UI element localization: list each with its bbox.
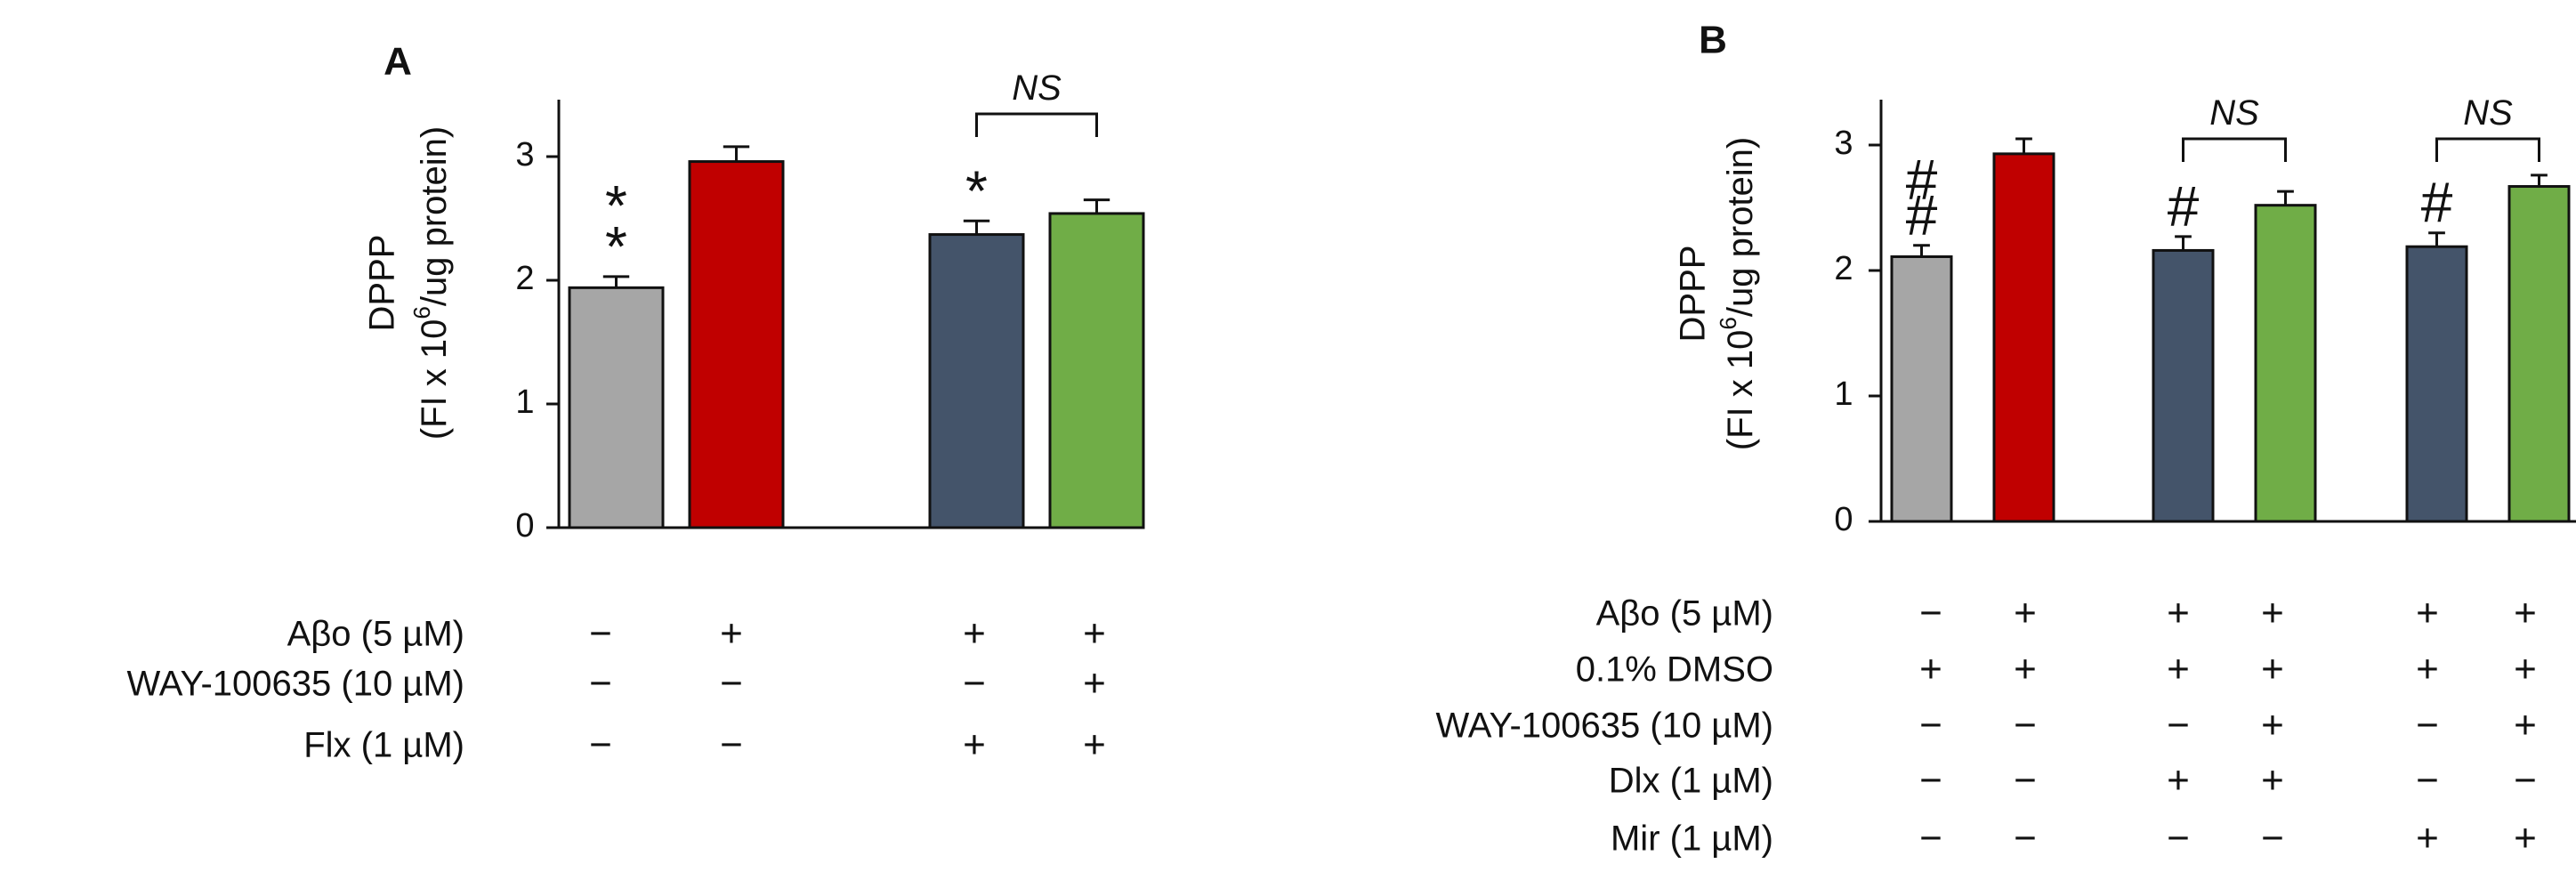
significance-mark: # xyxy=(1906,148,1938,212)
bar xyxy=(928,233,1025,529)
y-axis-label-unit-suffix: /ug protein) xyxy=(1721,137,1760,317)
bar xyxy=(1048,212,1145,529)
y-axis-label-unit-exponent: 6 xyxy=(408,306,435,319)
significance-mark: * xyxy=(605,174,627,238)
condition-sign: − xyxy=(589,723,612,767)
condition-sign: + xyxy=(2014,592,2037,635)
condition-sign: + xyxy=(2416,648,2439,691)
condition-sign: + xyxy=(2514,704,2537,747)
condition-sign: − xyxy=(1919,817,1942,860)
y-tick-label: 2 xyxy=(515,260,534,297)
condition-sign: − xyxy=(2514,759,2537,803)
condition-sign: + xyxy=(2261,759,2284,803)
ns-bracket xyxy=(2435,137,2540,162)
condition-sign: − xyxy=(589,662,612,706)
panel-label: A xyxy=(384,40,412,84)
condition-sign: − xyxy=(2014,759,2037,803)
panel-label: B xyxy=(1699,19,1727,62)
condition-sign: + xyxy=(1919,648,1942,691)
condition-sign: + xyxy=(963,723,986,767)
y-tick-label: 2 xyxy=(1834,250,1853,287)
condition-label: Aβo (5 µM) xyxy=(1596,594,1773,634)
y-tick-label: 3 xyxy=(1834,125,1853,162)
condition-sign: − xyxy=(2416,704,2439,747)
condition-sign: + xyxy=(2167,759,2190,803)
condition-sign: + xyxy=(963,612,986,656)
condition-sign: + xyxy=(2261,704,2284,747)
condition-sign: + xyxy=(2014,648,2037,691)
y-axis-label-line2: (FI x 106/ug protein) xyxy=(408,126,454,440)
y-tick-label: 1 xyxy=(1834,375,1853,413)
significance-mark: * xyxy=(605,214,627,279)
condition-sign: − xyxy=(2416,759,2439,803)
y-axis-label-unit-prefix: (FI x 10 xyxy=(1721,330,1760,451)
condition-sign: − xyxy=(2014,817,2037,860)
ns-bracket xyxy=(975,112,1098,137)
condition-sign: + xyxy=(2514,592,2537,635)
ns-label: NS xyxy=(1012,69,1062,108)
condition-sign: − xyxy=(1919,592,1942,635)
condition-sign: − xyxy=(2167,704,2190,747)
condition-sign: − xyxy=(720,662,743,706)
condition-sign: − xyxy=(589,612,612,656)
ns-label: NS xyxy=(2209,93,2259,133)
condition-sign: + xyxy=(2416,817,2439,860)
ns-label: NS xyxy=(2463,93,2513,133)
condition-sign: − xyxy=(1919,759,1942,803)
condition-label: Mir (1 µM) xyxy=(1611,819,1773,859)
condition-sign: + xyxy=(2261,648,2284,691)
significance-mark: * xyxy=(965,158,988,222)
condition-sign: − xyxy=(2261,817,2284,860)
condition-sign: + xyxy=(2261,592,2284,635)
bar xyxy=(2507,185,2571,523)
bar xyxy=(2405,245,2468,523)
condition-sign: + xyxy=(1083,723,1106,767)
ns-bracket xyxy=(2182,137,2287,162)
condition-label: WAY-100635 (10 µM) xyxy=(1435,706,1773,746)
condition-sign: + xyxy=(2514,648,2537,691)
condition-sign: + xyxy=(2514,817,2537,860)
bar xyxy=(1890,254,1953,523)
condition-sign: − xyxy=(720,723,743,767)
condition-label: 0.1% DMSO xyxy=(1576,650,1773,690)
bar xyxy=(2152,248,2215,523)
condition-sign: + xyxy=(2416,592,2439,635)
significance-mark: # xyxy=(2168,174,2200,238)
condition-sign: − xyxy=(963,662,986,706)
significance-mark: # xyxy=(1906,183,1938,247)
significance-mark: # xyxy=(2421,171,2453,235)
y-axis-label-unit-suffix: /ug protein) xyxy=(415,126,454,306)
bar xyxy=(1992,152,2055,523)
condition-sign: − xyxy=(1919,704,1942,747)
condition-sign: + xyxy=(1083,612,1106,656)
condition-label: Aβo (5 µM) xyxy=(287,615,464,654)
condition-sign: + xyxy=(1083,662,1106,706)
y-tick-label: 3 xyxy=(515,136,534,174)
bar xyxy=(688,160,785,529)
condition-label: WAY-100635 (10 µM) xyxy=(126,665,464,704)
y-tick-label: 0 xyxy=(1834,501,1853,538)
y-axis-label-line2: (FI x 106/ug protein) xyxy=(1715,137,1760,450)
bar xyxy=(568,286,665,529)
condition-sign: + xyxy=(2167,648,2190,691)
condition-label: Flx (1 µM) xyxy=(303,726,464,765)
y-axis-label-line1: DPPP xyxy=(363,235,402,332)
condition-label: Dlx (1 µM) xyxy=(1609,762,1773,801)
condition-sign: + xyxy=(2167,592,2190,635)
y-tick-label: 1 xyxy=(515,383,534,421)
y-axis-label-unit-exponent: 6 xyxy=(1715,317,1741,329)
condition-sign: − xyxy=(2167,817,2190,860)
bar xyxy=(2254,204,2317,523)
y-axis-label-line1: DPPP xyxy=(1674,246,1713,343)
condition-sign: − xyxy=(2014,704,2037,747)
y-tick-label: 0 xyxy=(515,507,534,545)
y-axis-label-unit-prefix: (FI x 10 xyxy=(415,319,454,440)
condition-sign: + xyxy=(720,612,743,656)
